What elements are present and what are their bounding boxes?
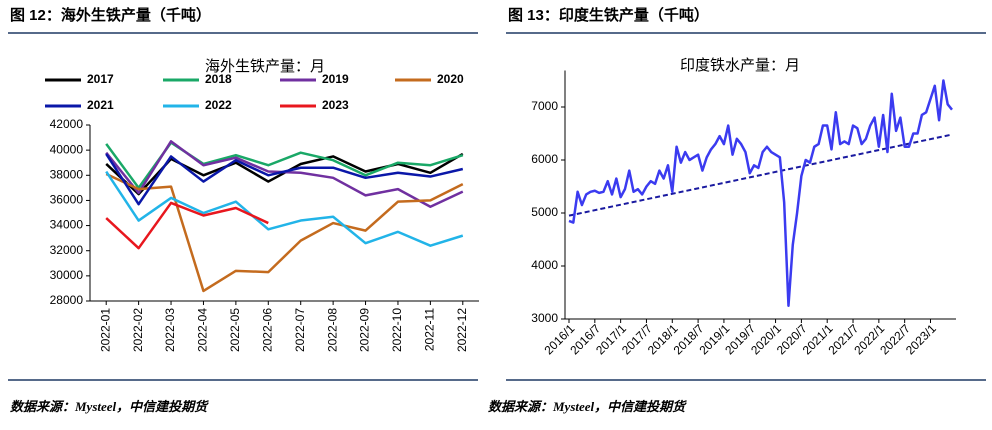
caption: 图 13：印度生铁产量（千吨） bbox=[508, 6, 709, 24]
chart-title: 印度铁水产量：月 bbox=[680, 57, 800, 74]
legend-label: 2018 bbox=[205, 72, 232, 86]
y-tick-label: 3000 bbox=[531, 311, 558, 325]
y-tick-label: 5000 bbox=[531, 205, 558, 219]
y-tick-label: 36000 bbox=[50, 193, 84, 207]
x-tick-label: 2022-07 bbox=[293, 308, 307, 352]
legend-label: 2019 bbox=[322, 72, 349, 86]
y-tick-label: 40000 bbox=[50, 142, 84, 156]
caption: 图 12：海外生铁产量（千吨） bbox=[10, 6, 211, 24]
x-tick-label: 2022-04 bbox=[196, 308, 210, 352]
legend-label: 2023 bbox=[322, 98, 349, 112]
x-tick-label: 2023/1 bbox=[903, 321, 939, 357]
y-tick-label: 30000 bbox=[50, 268, 84, 282]
x-tick-label: 2022-10 bbox=[390, 308, 404, 352]
y-tick-label: 34000 bbox=[50, 218, 84, 232]
series-line bbox=[105, 172, 464, 293]
x-tick-label: 2022-12 bbox=[455, 308, 469, 352]
legend-label: 2022 bbox=[205, 98, 232, 112]
y-tick-label: 6000 bbox=[531, 152, 558, 166]
x-tick-label: 2022-11 bbox=[423, 308, 437, 351]
x-tick-label: 2022-02 bbox=[131, 308, 145, 352]
legend-label: 2021 bbox=[87, 98, 114, 112]
x-tick-label: 2022-01 bbox=[98, 308, 112, 352]
y-tick-label: 32000 bbox=[50, 243, 84, 257]
x-tick-label: 2022-09 bbox=[358, 308, 372, 352]
series-line bbox=[568, 79, 953, 307]
series-line bbox=[105, 170, 464, 247]
source: 数据来源：Mysteel，中信建投期货 bbox=[488, 399, 687, 414]
x-tick-label: 2022-08 bbox=[325, 308, 339, 352]
y-tick-label: 4000 bbox=[531, 258, 558, 272]
x-tick-label: 2022-03 bbox=[163, 308, 177, 352]
y-tick-label: 28000 bbox=[50, 293, 84, 307]
trend-line bbox=[568, 133, 953, 217]
y-tick-label: 42000 bbox=[50, 117, 84, 131]
legend-label: 2017 bbox=[87, 72, 114, 86]
legend-label: 2020 bbox=[437, 72, 464, 86]
y-tick-label: 7000 bbox=[531, 99, 558, 113]
x-tick-label: 2022-05 bbox=[228, 308, 242, 352]
source: 数据来源：Mysteel，中信建投期货 bbox=[10, 399, 209, 414]
chart-title: 海外生铁产量：月 bbox=[205, 58, 325, 75]
series-line bbox=[105, 141, 464, 190]
series-line bbox=[105, 201, 269, 250]
y-tick-label: 38000 bbox=[50, 167, 84, 181]
x-tick-label: 2022-06 bbox=[260, 308, 274, 352]
series-line bbox=[105, 153, 464, 206]
